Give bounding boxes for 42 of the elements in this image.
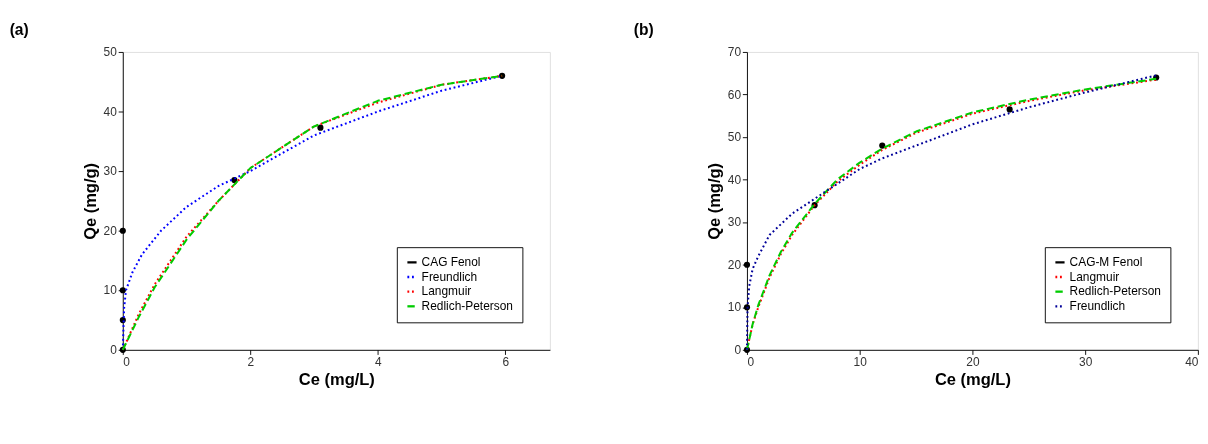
x-tick-label: 4 (374, 354, 382, 369)
point (879, 142, 886, 149)
y-tick-label: 30 (103, 164, 118, 179)
y-tick-label: 10 (727, 300, 742, 315)
x-tick-label: 20 (966, 354, 980, 369)
y-tick-label: 20 (727, 257, 742, 272)
point (499, 72, 506, 79)
point (119, 317, 126, 324)
y-tick-label: 0 (110, 342, 118, 357)
y-tick-label: 40 (727, 172, 742, 187)
y-axis-title: Qe (mg/g) (81, 162, 100, 240)
legend-label: Redlich-Peterson (421, 298, 513, 313)
y-axis-title: Qe (mg/g) (705, 162, 724, 240)
x-tick-label: 0 (747, 354, 755, 369)
y-tick-label: 0 (734, 342, 742, 357)
legend-label: Redlich-Peterson (1069, 284, 1161, 299)
legend-label: Langmuir (1069, 269, 1120, 284)
x-tick-label: 30 (1079, 354, 1093, 369)
y-tick-label: 70 (727, 45, 742, 60)
y-tick-label: 30 (727, 215, 742, 230)
y-tick-label: 50 (727, 130, 742, 145)
legend-label: CAG Fenol (421, 254, 481, 269)
legend-label: CAG-M Fenol (1069, 254, 1143, 269)
x-tick-label: 40 (1185, 354, 1199, 369)
legend-label: Freundlich (421, 269, 478, 284)
y-tick-label: 20 (103, 223, 118, 238)
y-tick-label: 60 (727, 87, 742, 102)
y-tick-label: 10 (103, 283, 118, 298)
legend-label: Langmuir (421, 284, 472, 299)
x-axis-title: Ce (mg/L) (298, 370, 375, 389)
chart-title: (b) (633, 21, 654, 39)
x-tick-label: 6 (502, 354, 510, 369)
legend-label: Freundlich (1069, 298, 1126, 313)
y-tick-label: 40 (103, 104, 118, 119)
chart-title: (a) (9, 21, 29, 39)
point (1006, 106, 1013, 113)
x-tick-label: 2 (247, 354, 255, 369)
y-tick-label: 50 (103, 45, 118, 60)
x-tick-label: 0 (123, 354, 131, 369)
x-axis-title: Ce (mg/L) (934, 370, 1011, 389)
x-tick-label: 10 (853, 354, 868, 369)
point (317, 124, 324, 131)
